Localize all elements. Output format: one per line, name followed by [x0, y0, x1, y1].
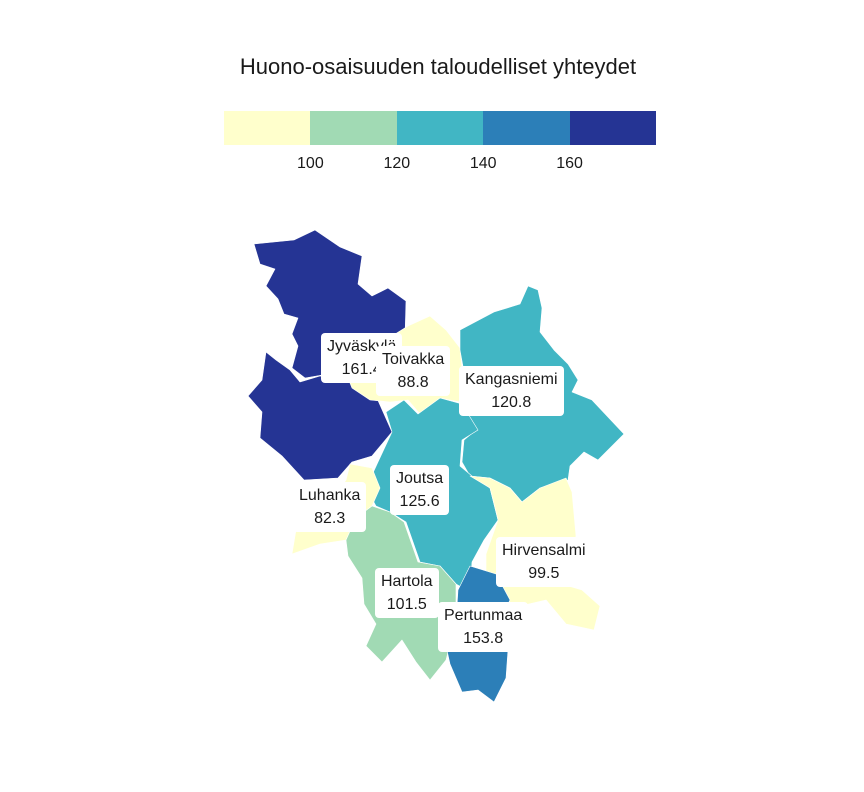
label-luhanka-name: Luhanka	[299, 487, 361, 504]
legend-tick-120: 120	[383, 155, 411, 172]
label-hirvensalmi-value: 99.5	[528, 565, 560, 582]
legend-swatch-4	[483, 111, 570, 145]
label-joutsa: Joutsa 125.6	[390, 465, 450, 515]
label-toivakka-value: 88.8	[397, 374, 429, 391]
label-hirvensalmi-name: Hirvensalmi	[502, 542, 586, 559]
label-jyvaskyla-value: 161.4	[341, 361, 382, 378]
label-hirvensalmi: Hirvensalmi 99.5	[496, 537, 592, 587]
legend-tick-100: 100	[297, 155, 324, 172]
label-toivakka: Toivakka 88.8	[376, 346, 451, 396]
legend-tick-140: 140	[469, 155, 497, 172]
label-hartola-value: 101.5	[386, 596, 427, 613]
legend-swatch-1	[224, 111, 311, 145]
label-pertunmaa-name: Pertunmaa	[444, 607, 523, 624]
label-joutsa-value: 125.6	[399, 493, 440, 510]
label-kangasniemi: Kangasniemi 120.8	[459, 366, 564, 416]
legend-tick-160: 160	[556, 155, 583, 172]
label-toivakka-name: Toivakka	[382, 351, 445, 368]
color-legend: 100 120 140 160	[224, 111, 656, 172]
label-pertunmaa-value: 153.8	[463, 630, 504, 647]
label-luhanka: Luhanka 82.3	[293, 482, 367, 532]
label-luhanka-value: 82.3	[314, 510, 346, 527]
legend-swatch-3	[396, 111, 484, 145]
legend-swatch-2	[310, 111, 397, 145]
label-kangasniemi-value: 120.8	[491, 394, 532, 411]
map-title: Huono-osaisuuden taloudelliset yhteydet	[239, 54, 637, 79]
legend-swatch-5	[569, 111, 656, 145]
label-kangasniemi-name: Kangasniemi	[465, 371, 558, 388]
label-joutsa-name: Joutsa	[396, 470, 444, 487]
label-pertunmaa: Pertunmaa 153.8	[438, 602, 529, 652]
label-hartola: Hartola 101.5	[375, 568, 439, 618]
label-hartola-name: Hartola	[381, 573, 433, 590]
